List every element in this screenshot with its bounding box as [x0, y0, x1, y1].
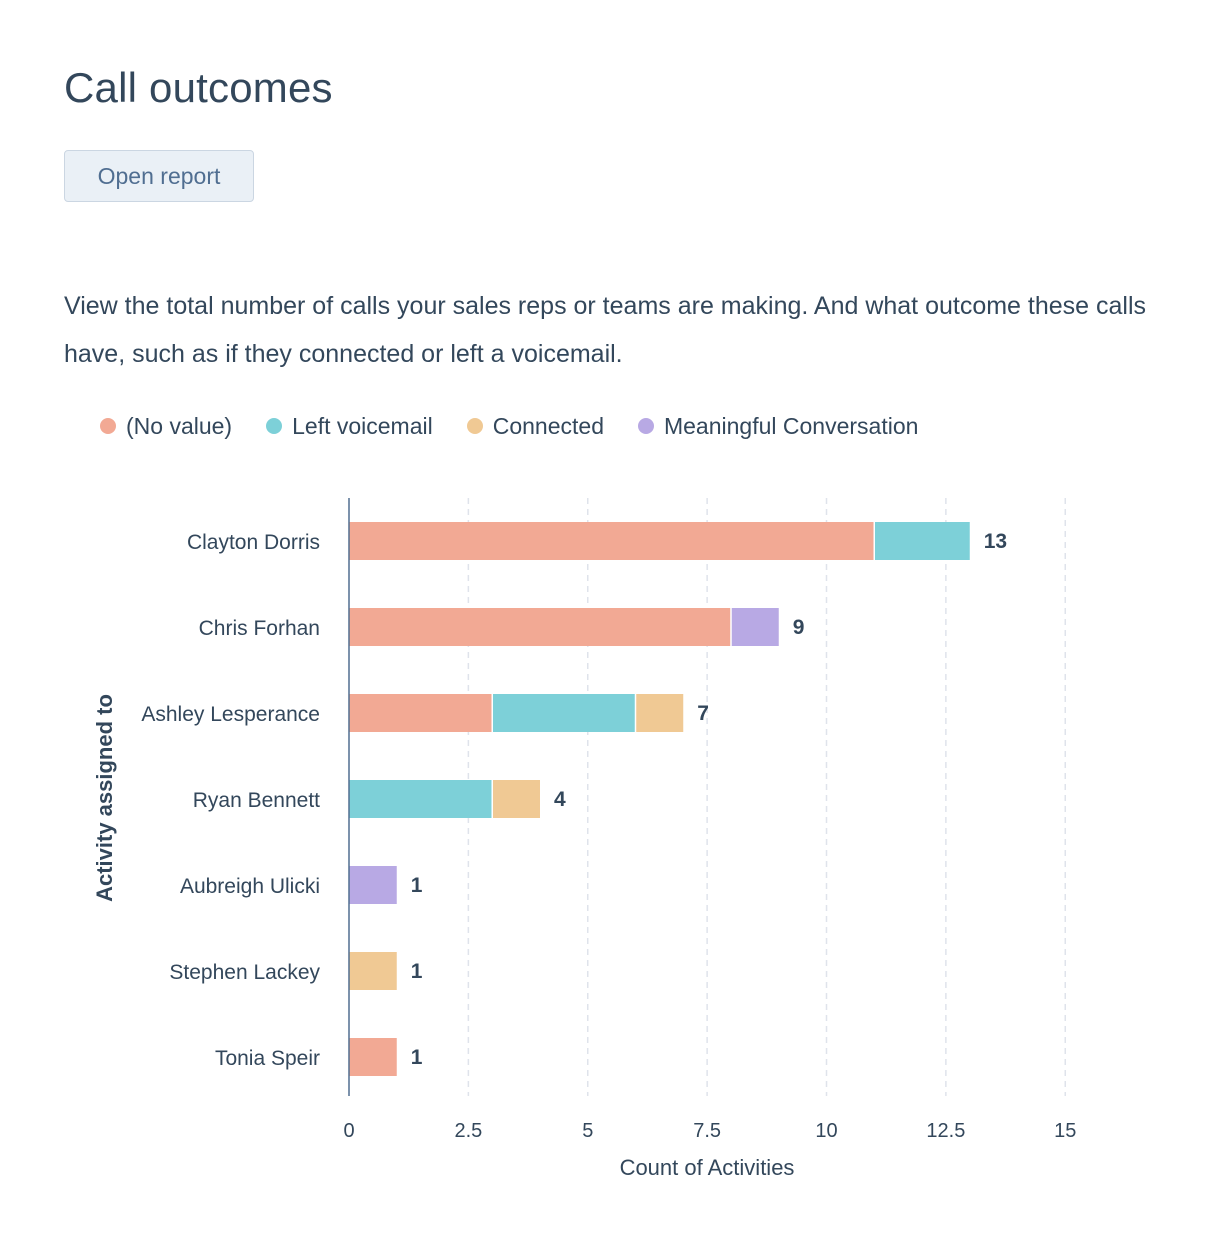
open-report-button[interactable]: Open report	[64, 150, 254, 202]
legend-label: Meaningful Conversation	[663, 412, 919, 439]
legend-item-left-voicemail[interactable]: Left voicemail	[266, 413, 433, 440]
bar-clayton-dorris-left-voicemail[interactable]	[874, 522, 970, 560]
category-label: Clayton Dorris	[187, 531, 320, 554]
legend-dot	[637, 418, 654, 434]
bar-chris-forhan-no-value[interactable]	[349, 608, 731, 646]
bars	[349, 522, 970, 1076]
legend-item-no-value[interactable]: (No value)	[100, 413, 232, 440]
legend-dot	[466, 418, 483, 434]
bar-ashley-lesperance-connected[interactable]	[635, 694, 684, 732]
bar-clayton-dorris-no-value[interactable]	[349, 522, 875, 560]
x-tick-label: 2.5	[454, 1120, 482, 1142]
legend-item-meaningful-conversation[interactable]: Meaningful Conversation	[637, 412, 919, 440]
category-label: Tonia Speir	[215, 1047, 320, 1070]
category-label: Ryan Bennett	[193, 789, 320, 812]
bar-ashley-lesperance-left-voicemail[interactable]	[492, 694, 636, 732]
legend-item-connected[interactable]: Connected	[466, 412, 604, 440]
total-label: 1	[411, 874, 423, 897]
x-tick-label: 12.5	[926, 1120, 965, 1142]
bar-ryan-bennett-left-voicemail[interactable]	[349, 780, 493, 818]
grid-lines	[467, 498, 1066, 1096]
category-label: Chris Forhan	[199, 617, 320, 640]
bar-stephen-lackey-connected[interactable]	[349, 952, 397, 990]
y-axis-title: Activity assigned to	[92, 694, 117, 902]
total-label: 1	[411, 1046, 423, 1069]
bar-tonia-speir-no-value[interactable]	[349, 1038, 397, 1076]
x-tick-label: 7.5	[693, 1120, 721, 1142]
total-label: 9	[793, 616, 805, 639]
legend-dot	[266, 418, 283, 434]
x-tick-label: 5	[582, 1120, 593, 1142]
page-title: Call outcomes	[64, 64, 333, 111]
legend-label: Left voicemail	[292, 412, 433, 439]
total-label: 1	[411, 960, 423, 983]
legend-dot	[100, 418, 116, 434]
report-description: View the total number of calls your sale…	[64, 292, 1147, 368]
bar-chris-forhan-meaningful-conversation[interactable]	[731, 608, 779, 646]
bar-ryan-bennett-connected[interactable]	[492, 780, 540, 818]
total-label: 7	[697, 702, 709, 725]
x-tick-label: 10	[815, 1120, 837, 1142]
total-label: 4	[554, 788, 566, 811]
category-labels: Clayton Dorris Chris Forhan Ashley Lespera…	[141, 531, 320, 1070]
bar-ashley-lesperance-no-value[interactable]	[349, 694, 493, 732]
category-label: Aubreigh Ulicki	[180, 875, 320, 898]
legend-label: (No value)	[126, 412, 233, 439]
category-label: Stephen Lackey	[169, 961, 320, 984]
legend-label: Connected	[492, 412, 604, 439]
total-label: 13	[984, 530, 1007, 553]
chart-legend: (No value) Left voicemail Connected Meaning…	[100, 408, 952, 444]
x-axis-title: Count of Activities	[620, 1155, 795, 1180]
category-label: Ashley Lesperance	[141, 703, 320, 726]
x-tick-label: 0	[343, 1120, 354, 1142]
x-tick-label: 15	[1054, 1120, 1076, 1142]
x-tick-labels: 0 2.5 5 7.5 10 12.5 15	[343, 1120, 1076, 1142]
bar-aubreigh-ulicki-meaningful-conversation[interactable]	[349, 866, 397, 904]
total-labels: 13 9 7 4 1 1 1	[411, 530, 1007, 1069]
